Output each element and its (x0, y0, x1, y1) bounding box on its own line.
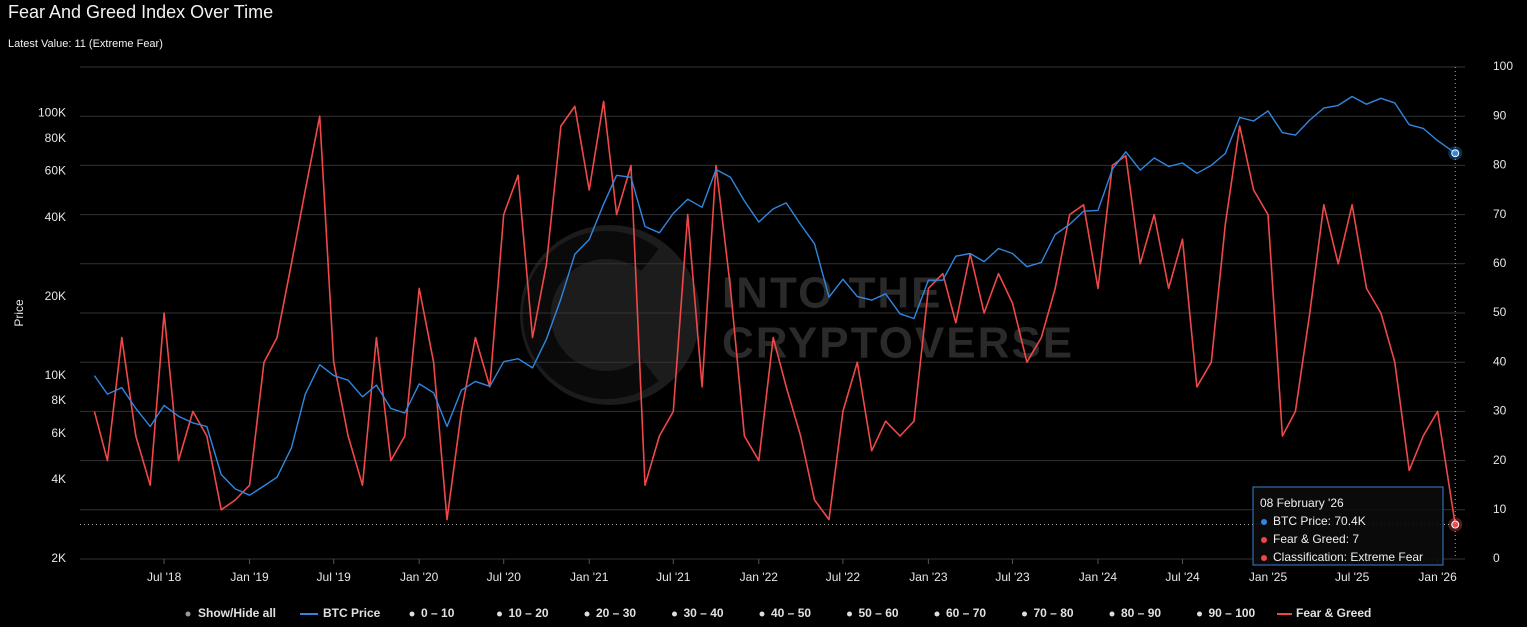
legend-label[interactable]: 80 – 90 (1121, 606, 1161, 620)
y2-tick-label: 100 (1493, 59, 1513, 73)
tooltip-dot (1261, 555, 1267, 561)
legend-label[interactable]: Fear & Greed (1296, 606, 1371, 620)
series-line (93, 100, 1456, 525)
legend-dot (409, 611, 415, 617)
legend-label[interactable]: 90 – 100 (1209, 606, 1256, 620)
legend-label[interactable]: 30 – 40 (684, 606, 724, 620)
y-tick-label: 60K (45, 164, 66, 178)
legend-label[interactable]: 40 – 50 (771, 606, 811, 620)
y2-tick-label: 30 (1493, 404, 1507, 418)
y-tick-label: 20K (45, 289, 66, 303)
legend-label[interactable]: 10 – 20 (509, 606, 549, 620)
chart-title: Fear And Greed Index Over Time (8, 2, 273, 22)
y2-tick-label: 70 (1493, 207, 1507, 221)
legend-dot (185, 611, 191, 617)
y-tick-label: 10K (45, 368, 66, 382)
x-tick-label: Jan '21 (570, 570, 609, 584)
x-tick-label: Jul '24 (1165, 570, 1200, 584)
y-tick-label: 8K (51, 393, 66, 407)
x-tick-label: Jan '22 (740, 570, 779, 584)
watermark: INTO THE CRYPTOVERSE (520, 225, 1074, 405)
y2-tick-label: 20 (1493, 453, 1507, 467)
x-tick-label: Jul '18 (147, 570, 182, 584)
legend-dot (1022, 611, 1027, 617)
legend-dot (759, 611, 765, 617)
x-tick-label: Jul '25 (1335, 570, 1370, 584)
x-tick-label: Jul '21 (656, 570, 691, 584)
x-tick-label: Jan '20 (400, 570, 439, 584)
tooltip-text: BTC Price: 70.4K (1273, 514, 1366, 528)
tooltip-dot (1261, 537, 1267, 543)
y2-tick-label: 80 (1493, 158, 1507, 172)
legend-dot (1197, 611, 1202, 617)
y2-tick-label: 50 (1493, 305, 1507, 319)
legend-label[interactable]: 70 – 80 (1034, 606, 1074, 620)
y-tick-label: 80K (45, 131, 66, 145)
y2-tick-label: 0 (1493, 551, 1500, 565)
legend-toggle[interactable]: Show/Hide all (198, 606, 276, 620)
x-tick-label: Jan '26 (1418, 570, 1457, 584)
x-tick-label: Jul '23 (995, 570, 1030, 584)
y-tick-label: 40K (45, 210, 66, 224)
watermark-text: CRYPTOVERSE (722, 319, 1074, 368)
tooltip-box (1252, 486, 1444, 566)
tooltip-date: 08 February '26 (1260, 496, 1344, 510)
end-point (1451, 520, 1460, 529)
y2-tick-label: 40 (1493, 354, 1507, 368)
tooltip: 08 February '26 BTC Price: 70.4K Fear & Gr… (1252, 486, 1444, 566)
y2-tick-label: 10 (1493, 502, 1507, 516)
x-tick-label: Jul '19 (317, 570, 352, 584)
legend-dot (497, 611, 502, 617)
legend-dot (1109, 611, 1115, 617)
tooltip-text: Fear & Greed: 7 (1273, 532, 1359, 546)
x-tick-label: Jan '24 (1079, 570, 1118, 584)
x-tick-label: Jul '22 (826, 570, 861, 584)
y-tick-label: 4K (51, 472, 66, 486)
x-tick-label: Jan '19 (230, 570, 269, 584)
y-tick-label: 6K (51, 426, 66, 440)
y2-tick-label: 90 (1493, 108, 1507, 122)
y-axis-label: Price (12, 299, 26, 327)
series-line (93, 95, 1456, 496)
legend-dot (672, 611, 677, 617)
tooltip-text: Classification: Extreme Fear (1273, 550, 1423, 564)
end-point (1451, 149, 1460, 158)
legend-label[interactable]: 20 – 30 (596, 606, 636, 620)
legend-label[interactable]: BTC Price (323, 606, 381, 620)
y-tick-label: 100K (38, 105, 66, 119)
x-tick-label: Jan '23 (909, 570, 948, 584)
legend-label[interactable]: 0 – 10 (421, 606, 455, 620)
x-tick-label: Jul '20 (487, 570, 522, 584)
legend-label[interactable]: 50 – 60 (859, 606, 899, 620)
chart-subtitle: Latest Value: 11 (Extreme Fear) (8, 38, 163, 50)
tooltip-dot (1261, 519, 1267, 525)
y2-tick-label: 60 (1493, 256, 1507, 270)
legend-dot (584, 611, 590, 617)
legend-dot (847, 611, 852, 617)
x-tick-label: Jan '25 (1249, 570, 1288, 584)
y-tick-label: 2K (51, 551, 66, 565)
legend-label[interactable]: 60 – 70 (946, 606, 986, 620)
legend-dot (934, 611, 940, 617)
